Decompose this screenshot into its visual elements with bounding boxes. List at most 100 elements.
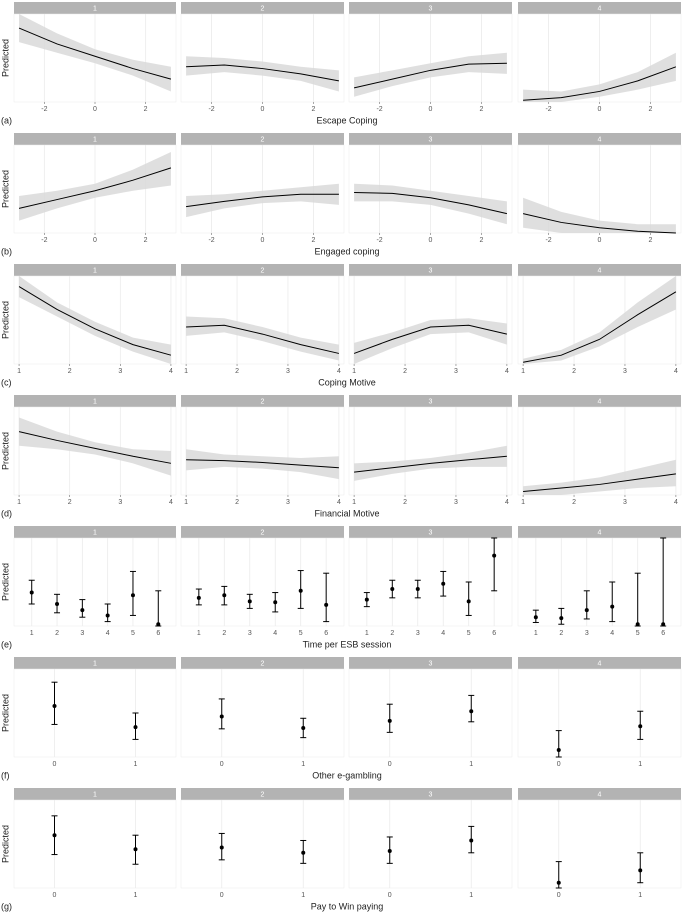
facet-strip — [14, 133, 176, 145]
line — [18, 286, 172, 356]
x-tick-label: 2 — [648, 237, 652, 244]
point — [390, 587, 395, 592]
x-tick-label: -2 — [41, 106, 47, 113]
x-tick-label: 1 — [521, 499, 525, 506]
panel-label: (b) — [1, 246, 12, 256]
facet-label: 2 — [261, 267, 265, 274]
panel-bg — [180, 406, 345, 496]
panel-bg — [517, 537, 682, 627]
point — [219, 714, 224, 719]
panel-bg — [348, 799, 513, 889]
x-tick-label: 2 — [55, 630, 59, 637]
x-tick-label: 1 — [197, 630, 201, 637]
x-tick-label: 6 — [492, 630, 496, 637]
point — [492, 553, 497, 558]
facet-strip — [518, 395, 681, 407]
x-tick-label: 5 — [467, 630, 471, 637]
point — [469, 709, 474, 714]
point — [52, 833, 57, 838]
facet-strip — [518, 133, 681, 145]
facet-label: 4 — [598, 5, 602, 12]
facet-label: 4 — [598, 398, 602, 405]
facet-label: 1 — [93, 136, 97, 143]
facet-label: 1 — [93, 660, 97, 667]
facet-strip — [518, 657, 681, 669]
panel-bg — [517, 799, 682, 889]
x-tick-label: 1 — [30, 630, 34, 637]
point — [247, 599, 252, 604]
point — [219, 845, 224, 850]
x-tick-label: 4 — [106, 630, 110, 637]
facet-strip — [14, 2, 176, 14]
x-tick-label: 1 — [301, 892, 305, 899]
confidence-band — [523, 276, 676, 364]
facet-strip — [181, 395, 344, 407]
facet-label: 4 — [598, 529, 602, 536]
facet-label: 4 — [598, 660, 602, 667]
facet-label: 4 — [598, 136, 602, 143]
x-tick-label: 1 — [184, 499, 188, 506]
point — [661, 622, 666, 627]
facet-label: 2 — [261, 398, 265, 405]
x-tick-label: 1 — [184, 368, 188, 375]
x-tick-label: 4 — [441, 630, 445, 637]
point — [638, 724, 643, 729]
x-axis-label: Other e-gambling — [312, 770, 382, 780]
panel-bg — [13, 537, 177, 627]
confidence-band — [19, 417, 171, 476]
x-tick-label: 4 — [505, 368, 509, 375]
x-tick-label: -2 — [545, 106, 551, 113]
line — [523, 66, 677, 101]
confidence-band — [523, 52, 676, 102]
x-tick-label: 6 — [661, 630, 665, 637]
confidence-band — [354, 318, 507, 364]
line — [186, 193, 339, 208]
x-tick-label: 2 — [68, 368, 72, 375]
point — [324, 602, 329, 607]
facet-label: 3 — [429, 398, 433, 405]
confidence-band — [186, 183, 339, 218]
x-tick-label: 3 — [286, 368, 290, 375]
x-tick-label: 0 — [388, 761, 392, 768]
facet-strip — [14, 395, 176, 407]
point — [559, 616, 564, 621]
x-tick-label: 3 — [248, 630, 252, 637]
x-tick-label: 2 — [479, 106, 483, 113]
point — [133, 725, 138, 730]
y-axis-label: Predicted — [0, 301, 10, 339]
line — [353, 324, 508, 354]
point — [469, 838, 474, 843]
point — [638, 868, 643, 873]
facet-strip — [14, 526, 176, 538]
confidence-band — [19, 14, 171, 92]
x-tick-label: -2 — [41, 237, 47, 244]
confidence-band — [186, 449, 339, 480]
facet-label: 1 — [93, 398, 97, 405]
facet-label: 3 — [429, 791, 433, 798]
x-tick-label: 3 — [80, 630, 84, 637]
x-tick-label: 0 — [429, 106, 433, 113]
facet-label: 1 — [93, 267, 97, 274]
facet-strip — [518, 264, 681, 276]
facet-strip — [518, 526, 681, 538]
x-tick-label: 1 — [365, 630, 369, 637]
x-tick-label: 1 — [521, 368, 525, 375]
point — [55, 602, 60, 606]
x-tick-label: 2 — [311, 106, 315, 113]
facet-label: 4 — [598, 267, 602, 274]
facet-label: 2 — [261, 136, 265, 143]
point — [298, 588, 303, 593]
x-tick-label: 4 — [169, 499, 173, 506]
x-tick-label: 0 — [261, 106, 265, 113]
point — [29, 590, 34, 595]
x-tick-label: 0 — [220, 761, 224, 768]
y-axis-label: Predicted — [0, 825, 10, 863]
panel-label: (c) — [1, 377, 12, 387]
point — [301, 850, 306, 855]
x-tick-label: 2 — [144, 237, 148, 244]
x-tick-label: 3 — [286, 499, 290, 506]
line — [186, 459, 339, 469]
panel-bg — [348, 537, 513, 627]
x-tick-label: 3 — [454, 499, 458, 506]
